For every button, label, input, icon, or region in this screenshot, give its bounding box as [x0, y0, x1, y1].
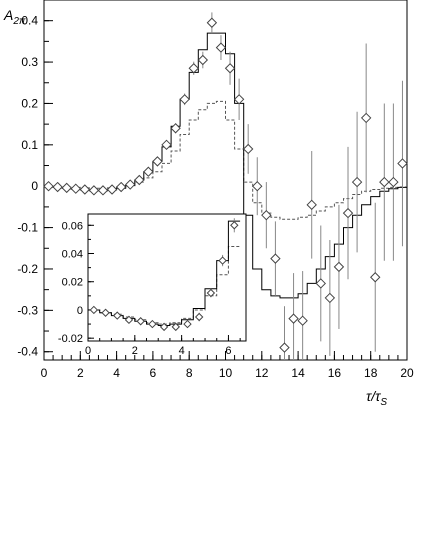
main-data-point [288, 313, 299, 324]
main-data-point [315, 278, 326, 289]
main-y-tick-label: -0.4 [17, 345, 38, 359]
inset-data-points [89, 218, 239, 332]
inset-y-tick-label: 0.04 [62, 249, 83, 261]
main-data-point [306, 199, 317, 211]
y-axis-label: A2π [3, 7, 26, 27]
main-data-point [215, 42, 227, 53]
main-y-ticks: -0.4 -0.3 -0.2 -0.1 0 0.1 0.2 0.3 0.4 [17, 0, 53, 359]
main-data-point [397, 158, 408, 169]
main-y-tick-label: -0.2 [17, 262, 38, 276]
main-data-point [106, 184, 118, 195]
main-data-point [134, 174, 145, 186]
main-data-point [152, 156, 163, 167]
main-x-tick-label: 10 [219, 366, 233, 380]
main-data-point [115, 181, 127, 193]
inset-data-point [206, 288, 216, 298]
main-data-point [206, 17, 218, 28]
y-axis-label-main: A [3, 7, 13, 23]
main-x-tick-label: 6 [150, 366, 157, 380]
main-data-point [370, 272, 381, 283]
main-data-point [43, 180, 54, 192]
inset-y-tick-label: 0.02 [62, 277, 83, 289]
inset-data-point [101, 308, 110, 317]
inset-y-tick-label: 0 [77, 305, 83, 317]
main-data-point [297, 315, 308, 326]
main-x-tick-label: 12 [255, 366, 269, 380]
main-data-point [379, 176, 390, 188]
y-axis-label-sub: 2π [12, 16, 26, 27]
inset-x-ticks: 0 2 4 6 [85, 335, 241, 357]
main-x-tick-label: 2 [77, 366, 84, 380]
main-data-point [143, 166, 154, 177]
inset-data-point [89, 305, 99, 315]
main-data-point [188, 63, 199, 74]
main-x-ticks: 0 2 4 6 8 10 12 14 16 18 20 [41, 351, 414, 380]
inset-plot-frame [87, 213, 247, 342]
main-data-point [324, 292, 336, 304]
inset-y-tick-label: 0.06 [62, 220, 83, 232]
main-data-point [261, 209, 272, 221]
inset-y-ticks: -0.02 0 0.02 0.04 0.06 [58, 220, 94, 345]
inset-data-point [159, 322, 169, 332]
main-y-tick-label: 0.1 [21, 138, 38, 152]
inset-data-point [183, 319, 192, 329]
main-data-point [252, 180, 263, 192]
main-data-point [279, 342, 290, 353]
inset-data-point [171, 322, 180, 332]
inset-data-point [218, 256, 227, 265]
main-x-tick-label: 20 [400, 366, 414, 380]
x-axis-label: τ/τS [366, 388, 387, 408]
main-y-tick-label: 0 [31, 179, 38, 193]
main-data-point [351, 176, 363, 188]
main-y-tick-label: 0.3 [21, 55, 38, 69]
main-x-tick-label: 16 [328, 366, 342, 380]
main-data-point [97, 185, 109, 196]
inset-y-tick-label: -0.02 [58, 333, 83, 345]
x-axis-label-sub: S [380, 397, 387, 408]
main-x-tick-label: 4 [113, 366, 120, 380]
inset-data-point [148, 319, 157, 329]
main-data-point [125, 179, 136, 190]
main-data-point [342, 207, 354, 219]
main-plot: 0 2 4 6 8 10 12 14 16 18 20 -0.4-0.3-0.2-0.100.10.… [3, 0, 414, 408]
main-y-tick-label: 0.2 [21, 96, 38, 110]
inset-data-point [194, 312, 204, 322]
main-data-point [170, 123, 181, 134]
inset-x-tick-label: 2 [132, 345, 138, 357]
x-axis-label-main: τ/τ [366, 388, 381, 404]
main-x-tick-label: 0 [41, 366, 48, 380]
main-data-point [179, 94, 190, 105]
main-data-point [79, 184, 91, 195]
main-x-tick-label: 18 [364, 366, 378, 380]
inset-x-tick-label: 0 [85, 345, 91, 357]
inset-data-point [124, 315, 134, 325]
main-data-point [333, 261, 345, 273]
main-data-point [224, 63, 236, 74]
main-data-point [161, 139, 172, 151]
main-data-point [52, 181, 63, 193]
main-y-tick-label: 0.4 [21, 14, 38, 28]
main-y-tick-label: -0.3 [17, 303, 38, 317]
main-data-point [360, 112, 372, 124]
main-data-point [270, 253, 281, 264]
main-dashed-histogram [44, 100, 407, 220]
inset-data-point [136, 317, 145, 326]
main-data-point [388, 176, 399, 188]
main-y-tick-label: -0.1 [17, 221, 38, 235]
main-data-point [197, 54, 209, 66]
main-data-point [233, 94, 245, 105]
main-x-tick-label: 8 [186, 366, 193, 380]
main-data-point [70, 183, 81, 194]
inset-x-tick-label: 4 [179, 345, 185, 357]
main-data-points [43, 12, 408, 360]
main-data-point [242, 143, 254, 155]
inset-data-point [113, 311, 122, 320]
inset-x-tick-label: 6 [225, 345, 231, 357]
inset-data-point [230, 221, 239, 230]
main-data-point [88, 185, 100, 196]
main-data-point [61, 182, 72, 194]
main-x-tick-label: 14 [291, 366, 305, 380]
